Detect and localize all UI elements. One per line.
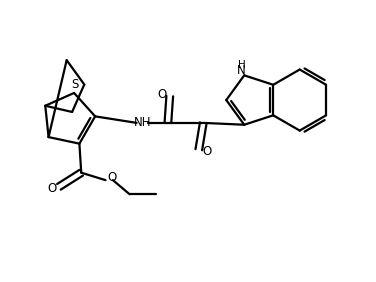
Text: S: S	[71, 78, 79, 91]
Text: NH: NH	[134, 116, 151, 129]
Text: O: O	[48, 182, 57, 195]
Text: N: N	[237, 64, 246, 77]
Text: O: O	[202, 145, 212, 158]
Text: O: O	[157, 88, 166, 101]
Text: O: O	[108, 171, 117, 184]
Text: H: H	[238, 60, 246, 70]
